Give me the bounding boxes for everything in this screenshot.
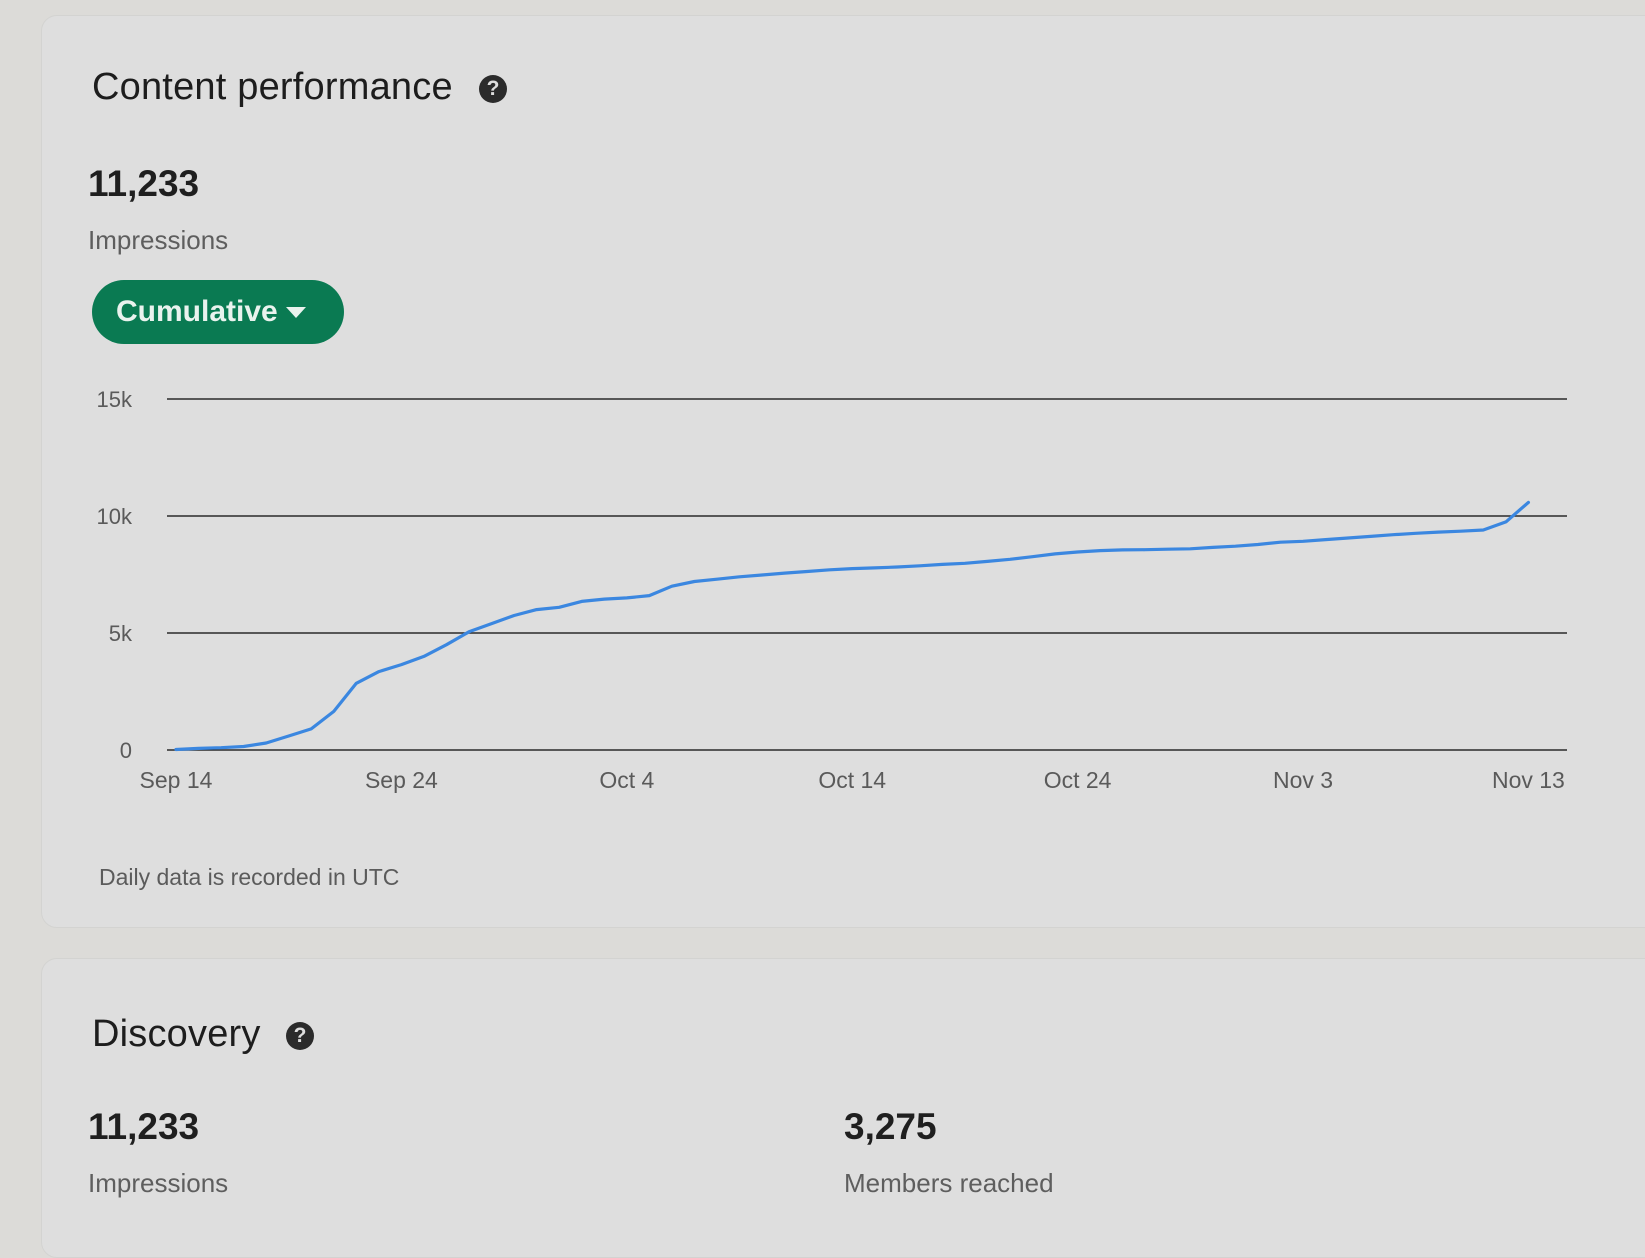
discovery-title: Discovery: [92, 1013, 261, 1055]
members-reached-value: 3,275: [844, 1106, 937, 1147]
x-tick-label: Sep 14: [140, 767, 213, 793]
question-circle-icon[interactable]: ?: [479, 75, 507, 103]
y-tick-label: 5k: [109, 621, 133, 646]
impressions-label: Impressions: [88, 225, 229, 255]
dropdown-label: Cumulative: [116, 295, 278, 328]
x-tick-label: Oct 14: [818, 767, 886, 793]
question-circle-icon[interactable]: ?: [286, 1022, 314, 1050]
y-tick-label: 10k: [97, 504, 133, 529]
impressions-line-chart: 0 5k 10k 15k Sep 14 Sep 24 Oct 4 Oct 14 Oct 24 No…: [97, 387, 1567, 793]
members-reached-label: Members reached: [844, 1168, 1054, 1198]
impressions-value: 11,233: [88, 163, 200, 204]
content-performance-title: Content performance: [92, 66, 453, 108]
discovery-card: Discovery ? 11,233 Impressions 3,275 Mem…: [41, 958, 1645, 1258]
y-tick-label: 0: [120, 738, 132, 763]
cumulative-dropdown-button[interactable]: Cumulative: [92, 280, 344, 344]
x-tick-label: Nov 3: [1273, 767, 1333, 793]
discovery-impressions-label: Impressions: [88, 1168, 229, 1198]
x-tick-label: Oct 24: [1044, 767, 1112, 793]
content-performance-card: Content performance ? 11,233 Impressions…: [41, 15, 1645, 928]
x-tick-label: Sep 24: [365, 767, 438, 793]
impressions-series-line: [174, 500, 1531, 752]
discovery-impressions-value: 11,233: [88, 1106, 200, 1147]
caret-down-icon: [285, 306, 306, 318]
y-tick-label: 15k: [97, 387, 133, 412]
x-tick-label: Oct 4: [599, 767, 654, 793]
x-tick-label: Nov 13: [1492, 767, 1565, 793]
utc-footnote: Daily data is recorded in UTC: [99, 864, 400, 890]
